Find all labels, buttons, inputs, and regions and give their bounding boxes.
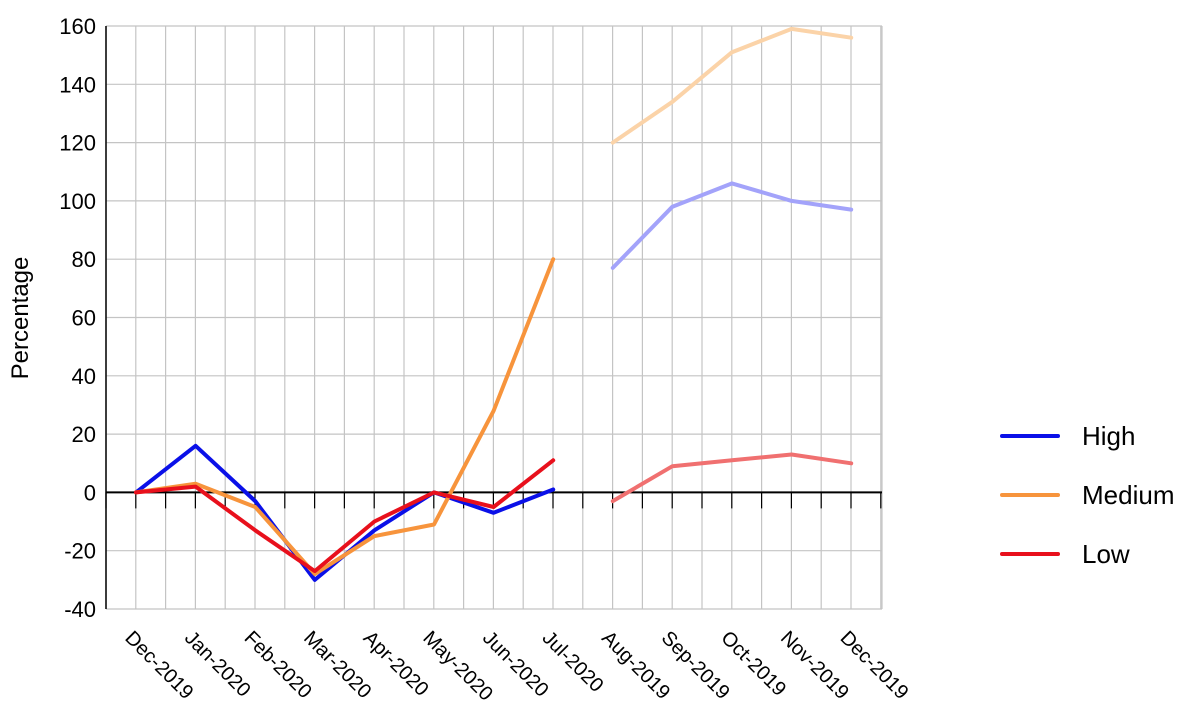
series-medium-faded-line [610,26,854,145]
series-medium-solid-line [134,257,556,576]
y-tick-label-3: 20 [72,422,96,447]
legend-label-medium: Medium [1082,480,1174,510]
y-tick-label-6: 80 [72,247,96,272]
y-tick-label-5: 60 [72,306,96,331]
y-tick-label-1: -20 [64,539,96,564]
series-high-faded-line [610,181,854,270]
y-tick-label-2: 0 [84,480,96,505]
series-low-solid-line [134,458,556,574]
y-tick-labels: -40 -20 0 20 40 60 80 100 120 140 160 [59,14,96,622]
legend-label-high: High [1082,421,1135,451]
series-low-faded-line [610,452,854,504]
grid-lines [105,25,883,610]
legend: High Medium Low [1000,421,1174,569]
y-tick-label-0: -40 [64,597,96,622]
y-tick-label-8: 120 [59,131,96,156]
y-tick-label-10: 160 [59,14,96,39]
legend-label-low: Low [1082,539,1130,569]
y-axis-label: Percentage [7,257,34,380]
y-tick-label-4: 40 [72,364,96,389]
y-tick-label-7: 100 [59,189,96,214]
series-lines [134,26,854,582]
x-tick-labels: Dec-2019Jan-2020Feb-2020Mar-2020Apr-2020… [120,627,912,705]
y-tick-label-9: 140 [59,72,96,97]
